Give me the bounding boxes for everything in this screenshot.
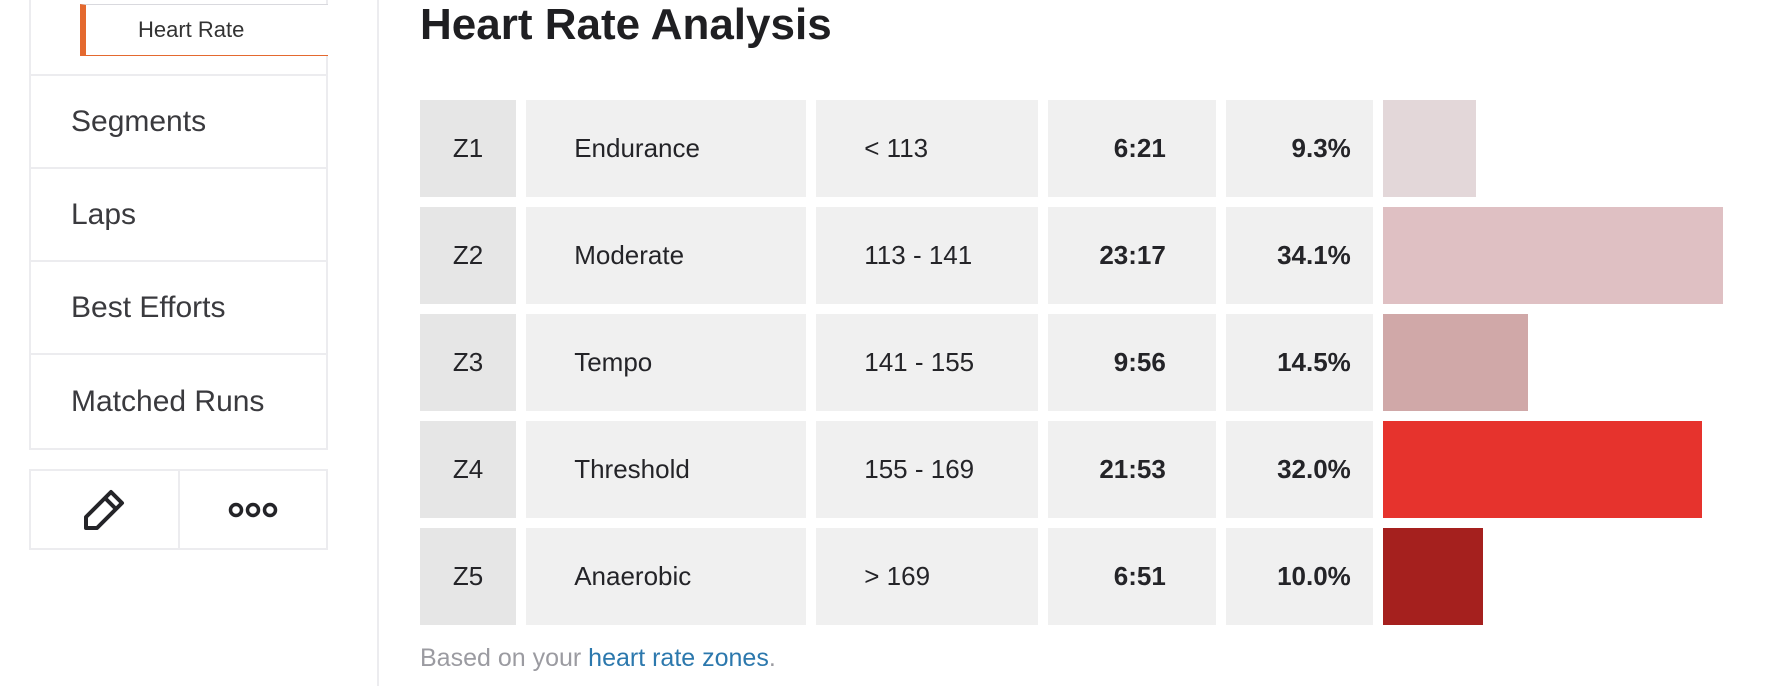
more-icon: [228, 502, 277, 517]
zone-bar-area: [1382, 207, 1723, 304]
zone-row: Z4 Threshold 155 - 169 21:53 32.0%: [420, 421, 1720, 518]
zone-range: 141 - 155: [816, 314, 1038, 411]
zone-row: Z3 Tempo 141 - 155 9:56 14.5%: [420, 314, 1720, 411]
sidebar-nav: Heart Rate Segments Laps Best Efforts Ma…: [29, 0, 328, 450]
sidebar-subnav: Heart Rate: [31, 0, 328, 76]
sidebar-item-matched-runs[interactable]: Matched Runs: [71, 384, 265, 418]
sidebar-item-segments[interactable]: Segments: [31, 76, 326, 169]
zone-bar: [1382, 207, 1723, 304]
zone-time: 6:21: [1047, 100, 1216, 197]
zone-row: Z2 Moderate 113 - 141 23:17 34.1%: [420, 207, 1723, 304]
zone-percent: 32.0%: [1225, 421, 1373, 518]
zone-name: Anaerobic: [526, 528, 807, 625]
pencil-icon: [84, 489, 125, 530]
zone-percent: 14.5%: [1225, 314, 1373, 411]
zone-percent: 10.0%: [1225, 528, 1373, 625]
sidebar-item-best-efforts[interactable]: Best Efforts: [31, 262, 326, 355]
zone-row: Z5 Anaerobic > 169 6:51 10.0%: [420, 528, 1720, 625]
zone-range: > 169: [816, 528, 1038, 625]
zone-bar: [1382, 314, 1528, 411]
sidebar-item-laps[interactable]: Laps: [31, 169, 326, 262]
zone-label: Z1: [420, 100, 517, 197]
zone-name: Tempo: [526, 314, 807, 411]
zone-name: Moderate: [526, 207, 807, 304]
zone-time: 21:53: [1047, 421, 1216, 518]
zone-label: Z5: [420, 528, 517, 625]
zone-bar-area: [1382, 314, 1720, 411]
zone-label: Z2: [420, 207, 517, 304]
edit-button[interactable]: [31, 471, 178, 548]
sidebar-subitem-heart-rate[interactable]: Heart Rate: [80, 4, 328, 56]
zone-bar-area: [1382, 421, 1720, 518]
zone-time: 9:56: [1047, 314, 1216, 411]
zone-name: Threshold: [526, 421, 807, 518]
zone-time: 6:51: [1047, 528, 1216, 625]
zone-label: Z3: [420, 314, 517, 411]
zone-bar: [1382, 528, 1483, 625]
page-title: Heart Rate Analysis: [420, 0, 832, 49]
footnote: Based on your heart rate zones.: [420, 644, 776, 673]
heart-rate-zones-link[interactable]: heart rate zones: [588, 644, 769, 672]
zone-bar: [1382, 421, 1702, 518]
footnote-text: Based on your: [420, 644, 589, 672]
heart-rate-zones-table: Z1 Endurance < 113 6:21 9.3% Z2 Moderate 113 - …: [420, 100, 1723, 635]
zone-row: Z1 Endurance < 113 6:21 9.3%: [420, 100, 1720, 197]
more-options-button[interactable]: [177, 471, 327, 548]
zone-bar: [1382, 100, 1476, 197]
zone-name: Endurance: [526, 100, 807, 197]
sidebar-divider: [377, 0, 379, 686]
zone-bar-area: [1382, 528, 1720, 625]
zone-range: < 113: [816, 100, 1038, 197]
footnote-suffix: .: [768, 644, 776, 672]
sidebar: Heart Rate Segments Laps Best Efforts Ma…: [0, 0, 378, 686]
zone-bar-area: [1382, 100, 1720, 197]
zone-label: Z4: [420, 421, 517, 518]
sidebar-actions: [29, 469, 328, 550]
zone-time: 23:17: [1047, 207, 1216, 304]
zone-percent: 34.1%: [1225, 207, 1373, 304]
zone-percent: 9.3%: [1225, 100, 1373, 197]
main-content: Heart Rate Analysis Z1 Endurance < 113 6:21…: [420, 0, 1760, 686]
zone-range: 155 - 169: [816, 421, 1038, 518]
zone-range: 113 - 141: [816, 207, 1038, 304]
